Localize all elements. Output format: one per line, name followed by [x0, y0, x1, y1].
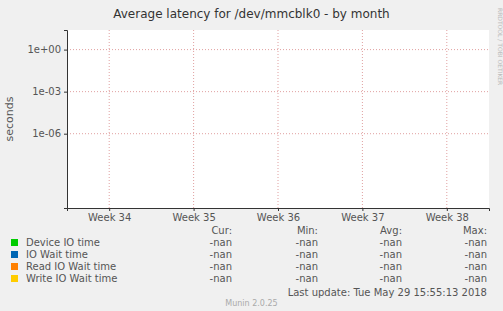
x-tick-label: Week 36	[257, 212, 300, 223]
legend-stat: -nan	[296, 249, 318, 260]
y-axis: 1e-06 1e-03 1e+00	[27, 31, 67, 209]
legend-entry: Read IO Wait time	[26, 261, 116, 272]
watermark: RRDTOOL / TOBI OETIKER	[497, 8, 503, 85]
y-grid-line	[67, 91, 489, 92]
y-grid-line	[67, 133, 489, 134]
legend-header: Min:	[297, 225, 318, 236]
y-tick: 1e-06	[32, 128, 67, 139]
legend-swatch	[11, 263, 18, 270]
x-tick-mark	[362, 208, 363, 211]
legend-stat: -nan	[210, 261, 232, 272]
legend-entry: IO Wait time	[26, 249, 88, 260]
y-tick-mark	[64, 134, 67, 135]
background	[0, 0, 503, 311]
x-grid-line	[193, 30, 194, 208]
x-axis: Week 34 Week 35 Week 36 Week 37 Week 38	[68, 208, 490, 223]
chart: Average latency for /dev/mmcblk0 - by mo…	[0, 0, 503, 311]
legend-stat: -nan	[210, 249, 232, 260]
x-grid-line	[278, 30, 279, 208]
y-tick-label: 1e-06	[32, 128, 61, 139]
y-tick-mark	[64, 50, 67, 51]
y-tick: 1e-03	[32, 86, 67, 97]
x-tick: Week 34	[88, 208, 131, 223]
legend-swatch	[11, 251, 18, 258]
legend-stat: -nan	[296, 273, 318, 284]
legend-stat: -nan	[380, 249, 402, 260]
y-tick-label: 1e-03	[32, 86, 61, 97]
x-tick-mark	[447, 208, 448, 211]
y-axis-line	[64, 31, 68, 209]
legend-stat: -nan	[380, 261, 402, 272]
x-grid-line	[362, 30, 363, 208]
generator: Munin 2.0.25	[225, 299, 277, 308]
y-grid-line	[67, 49, 489, 50]
legend: Cur:Min:Avg:Max:Device IO time-nan-nan-n…	[11, 225, 487, 284]
legend-swatch	[11, 275, 18, 282]
x-tick-mark	[278, 208, 279, 211]
legend-header: Cur:	[211, 225, 232, 236]
legend-stat: -nan	[210, 273, 232, 284]
legend-stat: -nan	[210, 237, 232, 248]
x-tick: Week 35	[172, 208, 215, 223]
legend-stat: -nan	[465, 237, 487, 248]
legend-stat: -nan	[296, 261, 318, 272]
legend-stat: -nan	[465, 273, 487, 284]
legend-stat: -nan	[465, 249, 487, 260]
legend-stat: -nan	[465, 261, 487, 272]
y-tick-label: 1e+00	[27, 44, 61, 55]
x-tick: Week 38	[426, 208, 469, 223]
y-tick-mark	[64, 92, 67, 93]
legend-entry: Write IO Wait time	[26, 273, 117, 284]
footer: Last update: Tue May 29 15:55:13 2018	[288, 287, 487, 298]
legend-stat: -nan	[296, 237, 318, 248]
x-tick: Week 36	[257, 208, 300, 223]
legend-header: Max:	[463, 225, 487, 236]
x-tick: Week 37	[341, 208, 384, 223]
x-tick-mark	[109, 208, 110, 211]
x-tick-label: Week 38	[426, 212, 469, 223]
legend-stat: -nan	[380, 237, 402, 248]
legend-stat: -nan	[380, 273, 402, 284]
x-grid-line	[109, 30, 110, 208]
legend-header: Avg:	[380, 225, 402, 236]
plot-area	[67, 30, 489, 208]
x-grid-line	[446, 30, 447, 208]
x-tick-label: Week 34	[88, 212, 131, 223]
x-tick-label: Week 35	[172, 212, 215, 223]
x-tick-mark	[194, 208, 195, 211]
x-axis-line	[68, 209, 490, 212]
title: Average latency for /dev/mmcblk0 - by mo…	[113, 7, 389, 21]
legend-swatch	[11, 239, 18, 246]
legend-entry: Device IO time	[26, 237, 100, 248]
y-tick: 1e+00	[27, 44, 67, 55]
grid	[67, 30, 489, 208]
x-tick-label: Week 37	[341, 212, 384, 223]
y-axis-title: seconds	[3, 96, 16, 141]
